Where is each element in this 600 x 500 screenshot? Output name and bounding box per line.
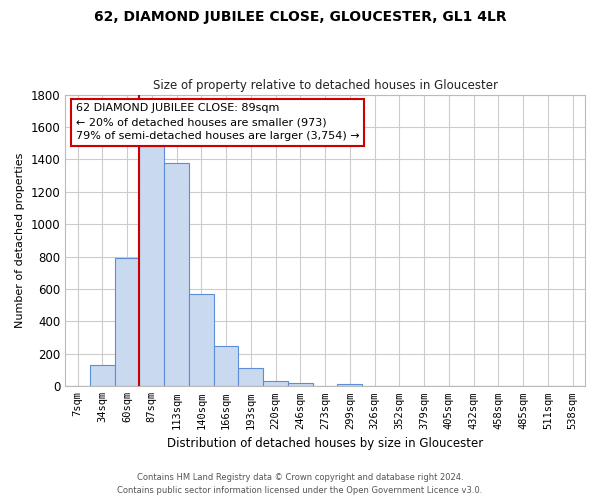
Bar	[115, 258, 139, 386]
Bar	[90, 365, 115, 386]
Text: Contains HM Land Registry data © Crown copyright and database right 2024.
Contai: Contains HM Land Registry data © Crown c…	[118, 474, 482, 495]
Bar	[189, 294, 214, 386]
Bar	[164, 162, 189, 386]
Text: 62 DIAMOND JUBILEE CLOSE: 89sqm
← 20% of detached houses are smaller (973)
79% o: 62 DIAMOND JUBILEE CLOSE: 89sqm ← 20% of…	[76, 104, 359, 142]
Bar	[214, 346, 238, 387]
Text: 62, DIAMOND JUBILEE CLOSE, GLOUCESTER, GL1 4LR: 62, DIAMOND JUBILEE CLOSE, GLOUCESTER, G…	[94, 10, 506, 24]
Y-axis label: Number of detached properties: Number of detached properties	[15, 152, 25, 328]
Bar	[288, 383, 313, 386]
Bar	[263, 382, 288, 386]
X-axis label: Distribution of detached houses by size in Gloucester: Distribution of detached houses by size …	[167, 437, 483, 450]
Title: Size of property relative to detached houses in Gloucester: Size of property relative to detached ho…	[152, 79, 497, 92]
Bar	[238, 368, 263, 386]
Bar	[139, 146, 164, 386]
Bar	[337, 384, 362, 386]
